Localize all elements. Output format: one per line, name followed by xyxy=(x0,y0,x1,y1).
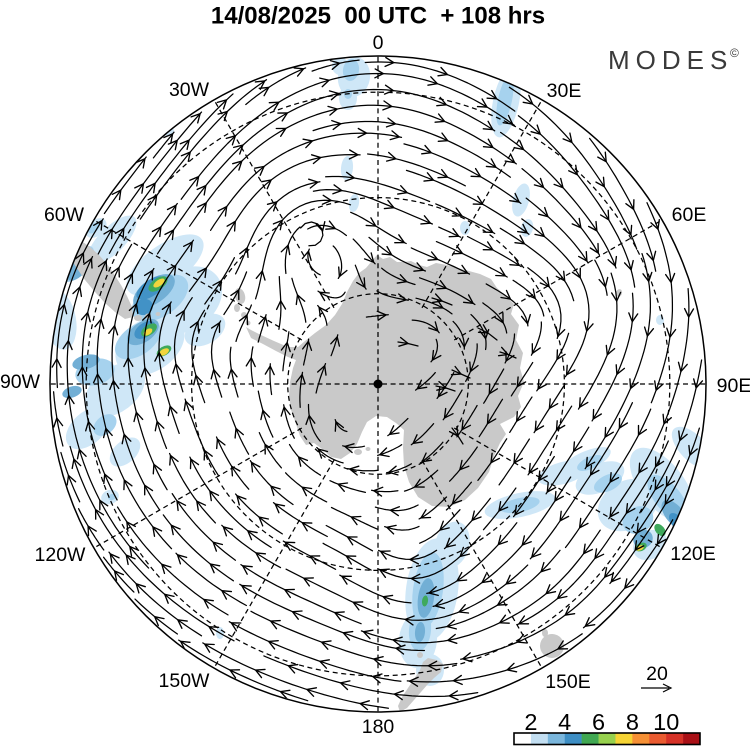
svg-text:4: 4 xyxy=(558,709,571,735)
svg-text:90W: 90W xyxy=(0,371,41,393)
svg-text:30W: 30W xyxy=(169,79,210,101)
svg-text:90E: 90E xyxy=(717,375,750,397)
svg-text:30E: 30E xyxy=(547,80,582,102)
svg-text:150E: 150E xyxy=(545,671,591,693)
svg-text:120E: 120E xyxy=(670,543,716,565)
svg-text:120W: 120W xyxy=(35,544,87,566)
svg-text:2: 2 xyxy=(524,709,537,735)
svg-text:10: 10 xyxy=(653,709,679,735)
svg-text:6: 6 xyxy=(592,709,605,735)
svg-text:60E: 60E xyxy=(672,204,707,226)
svg-text:60W: 60W xyxy=(44,204,85,226)
svg-text:180: 180 xyxy=(362,716,395,738)
svg-text:14/08/2025 00 UTC + 108 hrs: 14/08/2025 00 UTC + 108 hrs xyxy=(211,3,545,30)
svg-text:©: © xyxy=(730,46,739,60)
svg-text:20: 20 xyxy=(646,663,668,685)
svg-text:8: 8 xyxy=(626,709,639,735)
svg-text:0: 0 xyxy=(373,32,384,54)
svg-text:MODES: MODES xyxy=(608,45,733,75)
svg-text:150W: 150W xyxy=(159,670,211,692)
